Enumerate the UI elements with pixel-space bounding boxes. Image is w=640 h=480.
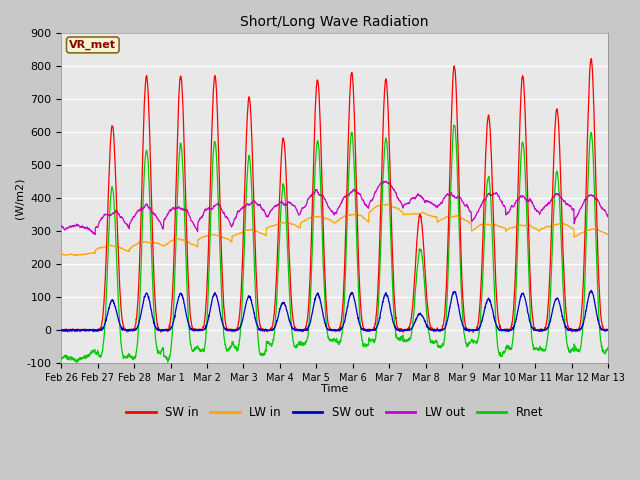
- Text: VR_met: VR_met: [69, 40, 116, 50]
- Legend: SW in, LW in, SW out, LW out, Rnet: SW in, LW in, SW out, LW out, Rnet: [122, 401, 548, 423]
- X-axis label: Time: Time: [321, 384, 348, 395]
- Title: Short/Long Wave Radiation: Short/Long Wave Radiation: [241, 15, 429, 29]
- Y-axis label: (W/m2): (W/m2): [15, 178, 25, 219]
